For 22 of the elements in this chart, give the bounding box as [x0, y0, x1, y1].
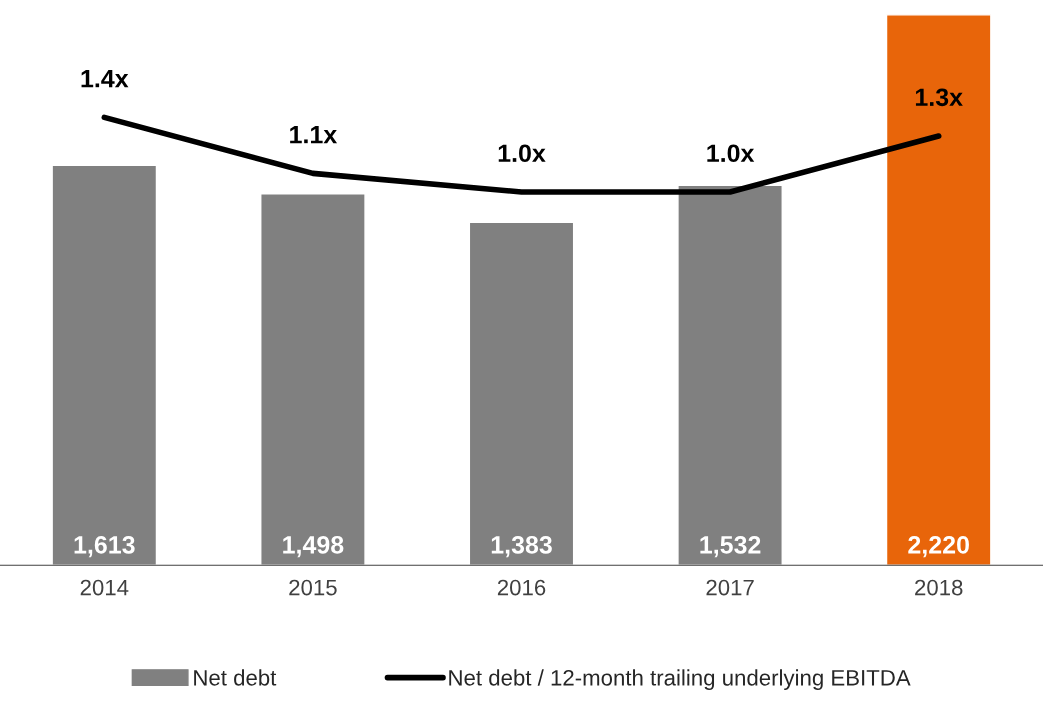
x-tick-label: 2015: [289, 579, 337, 596]
bar: [677, 184, 783, 566]
x-tick-label: 2016: [497, 579, 546, 596]
data-label: 1.1x: [290, 125, 338, 144]
data-label: 1,532: [700, 535, 761, 558]
bar: [468, 221, 575, 566]
data-label: 1,498: [283, 535, 344, 558]
data-label: 1.4x: [81, 70, 129, 88]
data-label: 1,613: [74, 535, 135, 558]
legend-label: Net debt / 12-month trailing underlying EBITDA: [449, 669, 911, 691]
x-tick-label: 2017: [706, 579, 754, 596]
data-label: 2,220: [908, 535, 969, 558]
x-tick-label: 2018: [915, 579, 963, 596]
data-label: 1.0x: [707, 144, 755, 163]
data-label: 1.3x: [915, 88, 963, 107]
bar: [51, 164, 158, 566]
bar: [885, 14, 992, 566]
data-label: 1.0x: [498, 144, 546, 163]
bar: [260, 193, 366, 566]
data-label: 1,383: [491, 535, 552, 558]
legend-label: Net debt: [194, 669, 277, 686]
x-tick-label: 2014: [80, 579, 129, 596]
